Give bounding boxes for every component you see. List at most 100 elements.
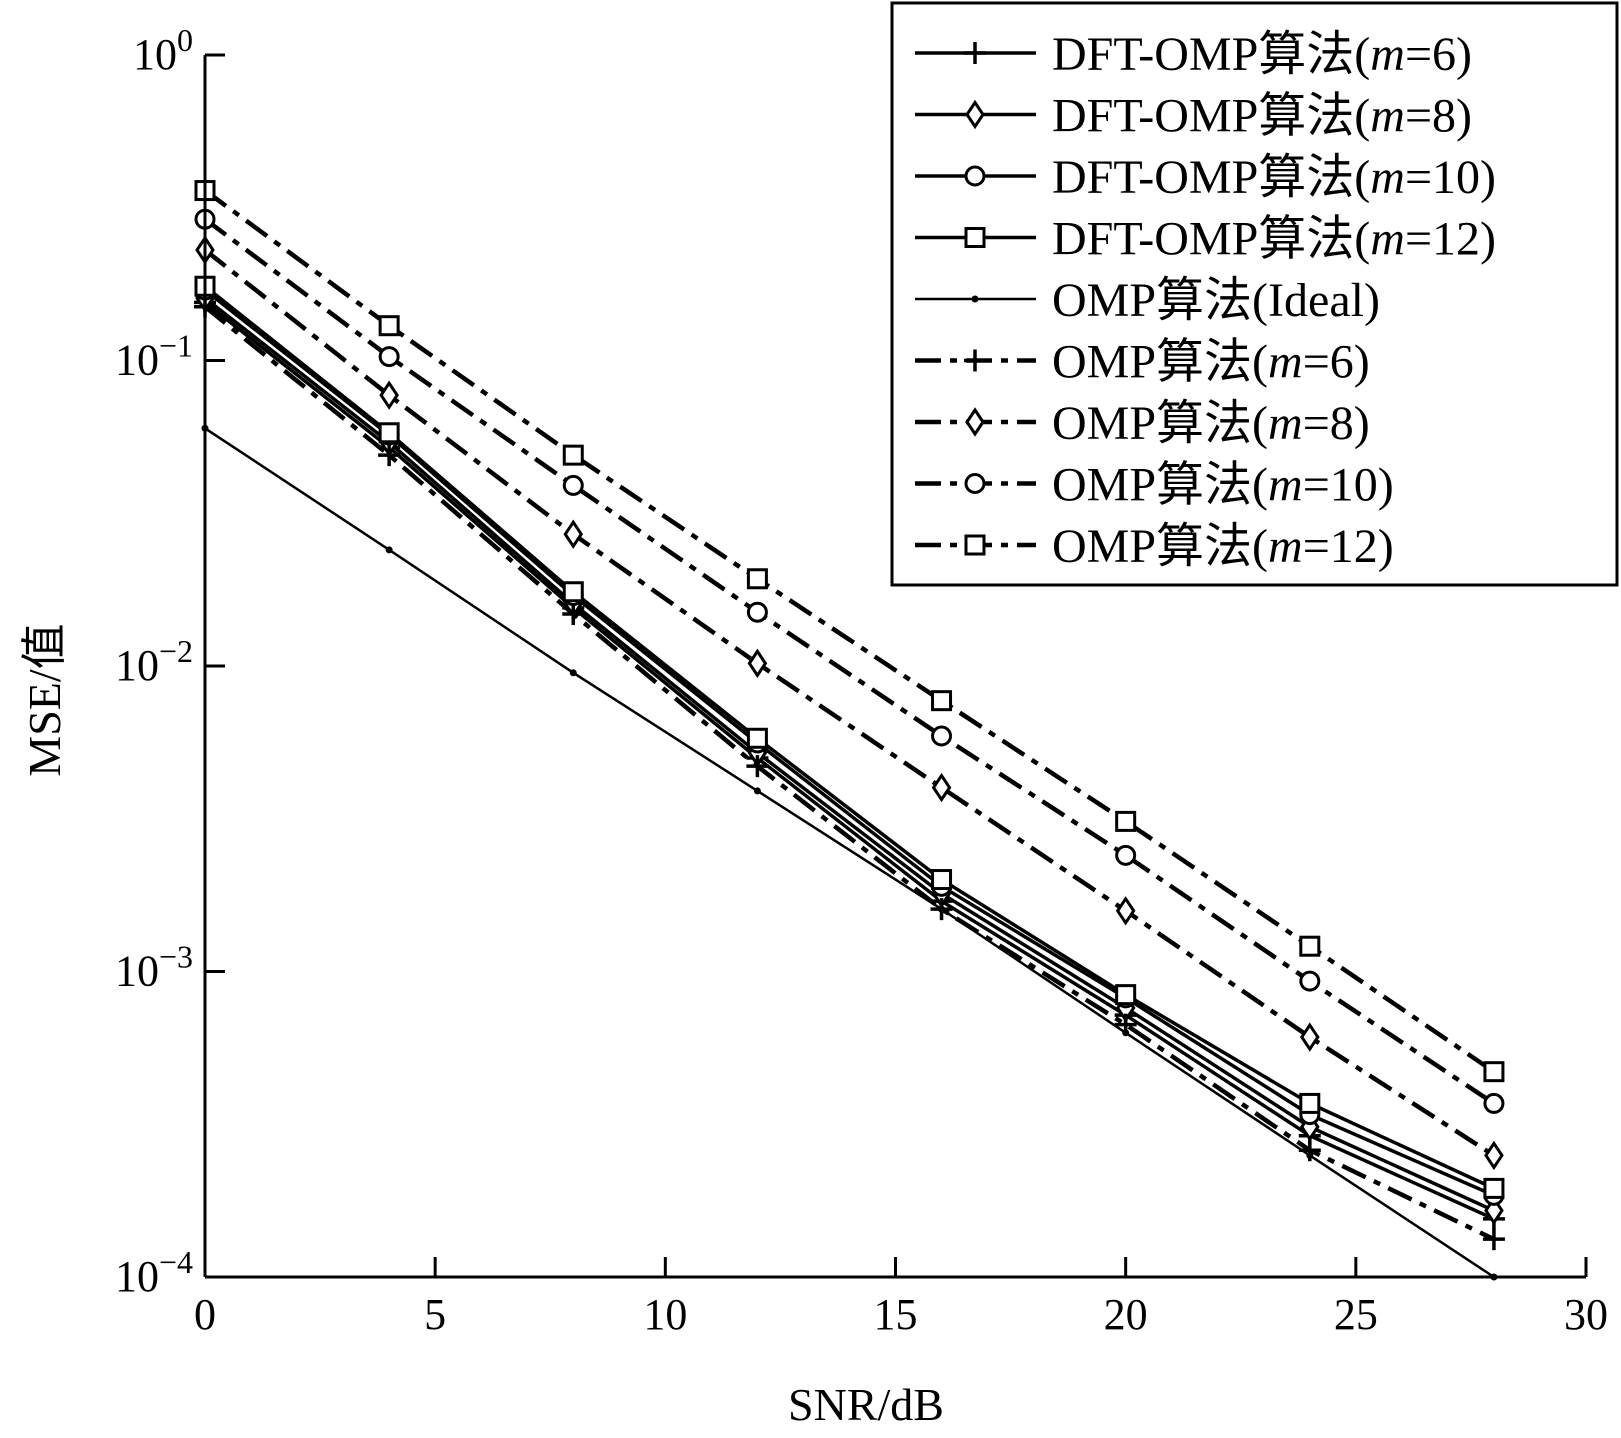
marker-diamond <box>965 99 985 130</box>
marker-diamond <box>1299 1022 1320 1052</box>
y-tick-label: 10−3 <box>115 939 193 996</box>
marker-square <box>964 227 986 248</box>
legend-entry: OMP算法(m=12) <box>915 520 1394 573</box>
series-line <box>203 296 1495 1213</box>
marker-plus <box>964 349 986 372</box>
x-tick-label: 15 <box>874 1290 918 1339</box>
marker-plus <box>964 42 986 64</box>
x-tick-label: 20 <box>1104 1290 1148 1339</box>
marker-dot <box>569 669 577 677</box>
legend-entry: OMP算法(m=6) <box>915 336 1370 389</box>
marker-plus <box>1298 1139 1321 1162</box>
marker-square <box>746 727 768 749</box>
legend-label-suffix: =12) <box>1303 520 1394 573</box>
legend-label-suffix: =12) <box>1405 213 1496 266</box>
series-line <box>203 248 1496 1158</box>
legend-label-prefix: OMP算法( <box>1052 336 1268 389</box>
marker-square <box>1483 1177 1505 1199</box>
marker-square <box>746 568 768 590</box>
legend-label: DFT-OMP算法(m=10) <box>1052 151 1496 204</box>
legend-label: OMP算法(m=10) <box>1052 459 1394 512</box>
marker-square <box>378 422 400 444</box>
marker-plus <box>1482 1228 1505 1251</box>
y-tick-exponent: −4 <box>159 1244 193 1280</box>
legend-box <box>890 1 1619 587</box>
marker-square <box>931 690 953 712</box>
legend-label-variable: m <box>1268 397 1303 450</box>
legend-label: OMP算法(m=12) <box>1052 520 1394 573</box>
marker-square <box>1299 1092 1321 1114</box>
x-tick-label: 25 <box>1334 1290 1378 1339</box>
legend-label-prefix: DFT-OMP算法( <box>1052 213 1370 266</box>
x-tick-label: 0 <box>194 1290 216 1339</box>
legend-label-suffix: =6) <box>1405 28 1472 81</box>
legend-label-variable: m <box>1370 28 1405 81</box>
marker-circle <box>562 474 584 496</box>
legend-label-prefix: OMP算法( <box>1052 397 1268 450</box>
legend-label-prefix: DFT-OMP算法( <box>1052 90 1370 143</box>
legend-label-suffix: =8) <box>1405 90 1472 143</box>
series-9 <box>194 180 1505 1083</box>
legend-entry: OMP算法(m=10) <box>915 459 1394 512</box>
marker-diamond <box>563 519 584 549</box>
series-4 <box>194 275 1505 1199</box>
series-line <box>204 427 1495 1279</box>
marker-diamond <box>931 772 952 803</box>
marker-square <box>562 581 584 603</box>
marker-circle <box>1483 1092 1505 1114</box>
marker-diamond <box>965 407 985 437</box>
legend-label: OMP算法(Ideal) <box>1052 274 1380 327</box>
y-tick-exponent: −3 <box>159 939 193 975</box>
marker-circle <box>1299 970 1321 992</box>
y-tick-exponent: −1 <box>159 328 193 364</box>
marker-diamond <box>747 648 768 679</box>
y-tick-base: 10 <box>115 641 159 690</box>
marker-plus <box>562 602 585 625</box>
series-line <box>203 304 1495 1242</box>
x-tick-label: 10 <box>643 1290 687 1339</box>
legend-entry: DFT-OMP算法(m=10) <box>915 151 1496 204</box>
y-tick-label: 10−1 <box>115 328 193 385</box>
series-line <box>203 288 1495 1198</box>
legend-label-variable: m <box>1370 151 1405 204</box>
x-tick-label: 30 <box>1564 1290 1608 1339</box>
legend-label-suffix: =10) <box>1405 151 1496 204</box>
x-tick-label: 5 <box>424 1290 446 1339</box>
marker-diamond <box>1115 896 1136 926</box>
legend: DFT-OMP算法(m=6)DFT-OMP算法(m=8)DFT-OMP算法(m=… <box>890 1 1619 587</box>
marker-circle <box>964 165 986 187</box>
series-line <box>203 284 1495 1190</box>
marker-circle <box>931 725 953 747</box>
legend-label-suffix: =6) <box>1303 336 1370 389</box>
series-7 <box>195 235 1504 1171</box>
marker-dot <box>753 787 761 795</box>
legend-label-prefix: OMP算法( <box>1052 459 1268 512</box>
marker-circle <box>964 473 986 494</box>
series-line <box>203 301 1495 1221</box>
marker-square <box>562 444 584 466</box>
y-tick-base: 10 <box>115 947 159 996</box>
y-tick-base: 10 <box>133 30 177 79</box>
legend-entry: DFT-OMP算法(m=6) <box>915 28 1472 81</box>
y-tick-exponent: 0 <box>177 22 193 58</box>
marker-plus <box>1114 1013 1137 1036</box>
legend-label-prefix: DFT-OMP算法( <box>1052 151 1370 204</box>
y-tick-label: 100 <box>133 22 193 79</box>
marker-square <box>964 534 986 556</box>
marker-circle <box>746 601 768 623</box>
legend-entry: DFT-OMP算法(m=8) <box>915 90 1472 143</box>
legend-entry: OMP算法(Ideal) <box>915 274 1380 327</box>
legend-label-variable: m <box>1370 213 1405 266</box>
marker-square <box>1483 1061 1505 1083</box>
marker-dot <box>971 295 979 303</box>
marker-diamond <box>1484 1140 1504 1171</box>
x-axis-label: SNR/dB <box>788 1379 944 1430</box>
marker-circle <box>378 346 400 368</box>
legend-label: DFT-OMP算法(m=6) <box>1052 28 1472 81</box>
marker-square <box>378 315 400 337</box>
marker-diamond <box>379 380 399 410</box>
marker-square <box>1299 935 1321 957</box>
legend-label-prefix: DFT-OMP算法( <box>1052 28 1370 81</box>
legend-label: OMP算法(m=6) <box>1052 336 1370 389</box>
